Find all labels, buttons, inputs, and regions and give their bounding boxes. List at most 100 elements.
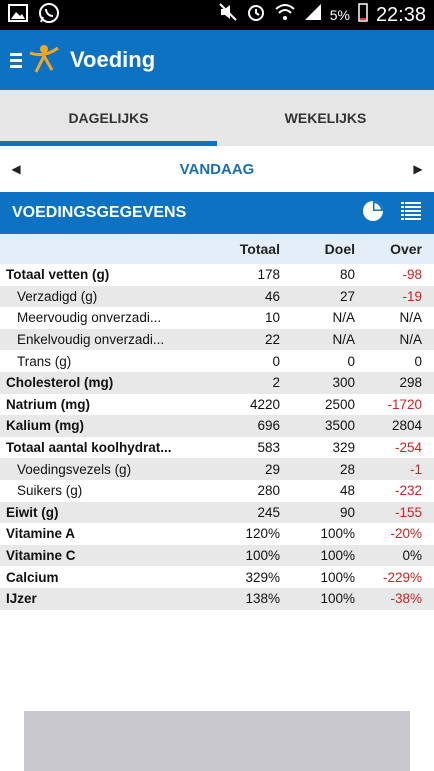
section-header: VOEDINGSGEGEVENS <box>0 192 434 234</box>
row-over: -254 <box>394 440 422 456</box>
row-name: Calcium <box>6 569 59 585</box>
row-over: 298 <box>399 375 422 391</box>
list-icon[interactable] <box>400 200 422 227</box>
row-name: Enkelvoudig onverzadi... <box>17 332 165 348</box>
table-row: Verzadigd (g) 46 27 -19 <box>0 285 434 308</box>
table-row: Eiwit (g) 245 90 -155 <box>0 501 434 524</box>
row-over: -232 <box>394 483 422 499</box>
row-goal: 90 <box>339 504 355 520</box>
row-goal: 100% <box>320 569 355 585</box>
row-total: 4220 <box>249 396 280 412</box>
row-over: 0 <box>414 353 422 369</box>
row-goal: 3500 <box>324 418 355 434</box>
pie-chart-icon[interactable] <box>362 200 384 227</box>
row-name: Vitamine C <box>6 548 76 564</box>
header-over: Over <box>390 241 422 257</box>
row-name: Totaal vetten (g) <box>6 267 110 283</box>
ad-banner[interactable] <box>24 711 410 771</box>
row-total: 0 <box>272 353 280 369</box>
row-name: Verzadigd (g) <box>17 288 98 304</box>
row-name: Kalium (mg) <box>6 418 85 434</box>
row-total: 2 <box>272 375 280 391</box>
row-over: -38% <box>390 591 422 607</box>
row-goal: N/A <box>332 310 355 326</box>
row-goal: 48 <box>339 483 355 499</box>
row-total: 245 <box>257 504 280 520</box>
row-over: N/A <box>399 310 422 326</box>
tab-daily[interactable]: DAGELIJKS <box>68 110 149 126</box>
app-bar: Voeding <box>0 30 434 90</box>
row-total: 29 <box>264 461 280 477</box>
row-goal: 27 <box>339 288 355 304</box>
row-total: 696 <box>257 418 280 434</box>
row-over: 0% <box>402 548 422 564</box>
table-row: Cholesterol (mg) 2 300 298 <box>0 371 434 394</box>
wifi-icon <box>274 3 296 27</box>
table-row: Natrium (mg) 4220 2500 -1720 <box>0 394 434 416</box>
table-row: Vitamine C 100% 100% 0% <box>0 544 434 567</box>
row-over: -98 <box>402 267 422 283</box>
row-name: Cholesterol (mg) <box>6 375 114 391</box>
row-name: Trans (g) <box>17 353 72 369</box>
row-name: Voedingsvezels (g) <box>17 461 132 477</box>
table-row: Vitamine A 120% 100% -20% <box>0 523 434 545</box>
battery-percent: 5% <box>329 7 350 23</box>
row-over: N/A <box>399 332 422 348</box>
row-name: Totaal aantal koolhydrat... <box>6 440 172 456</box>
row-total: 46 <box>264 288 280 304</box>
table-row: Totaal vetten (g) 178 80 -98 <box>0 264 434 286</box>
row-total: 280 <box>257 483 280 499</box>
tab-weekly[interactable]: WEKELIJKS <box>284 110 367 126</box>
row-name: Vitamine A <box>6 526 76 542</box>
header-goal: Doel <box>324 241 355 257</box>
row-total: 120% <box>245 526 280 542</box>
row-name: Natrium (mg) <box>6 396 90 412</box>
row-total: 22 <box>264 332 280 348</box>
app-title: Voeding <box>70 47 156 72</box>
table-row: Trans (g) 0 0 0 <box>0 350 434 372</box>
row-name: Meervoudig onverzadi... <box>17 310 162 326</box>
row-goal: 100% <box>320 548 355 564</box>
table-row: Enkelvoudig onverzadi... 22 N/A N/A <box>0 328 434 351</box>
row-goal: 28 <box>339 461 355 477</box>
table-row: Suikers (g) 280 48 -232 <box>0 480 434 502</box>
row-over: -229% <box>382 569 422 585</box>
table-row: Meervoudig onverzadi... 10 N/A N/A <box>0 307 434 329</box>
row-over: -1720 <box>387 396 422 412</box>
nutrition-table: Totaal vetten (g) 178 80 -98 Verzadigd (g) 4… <box>0 264 434 610</box>
row-over: -20% <box>390 526 422 542</box>
row-goal: 100% <box>320 591 355 607</box>
row-goal: 329 <box>332 440 355 456</box>
row-name: IJzer <box>6 591 37 607</box>
table-row: Voedingsvezels (g) 29 28 -1 <box>0 458 434 480</box>
battery-icon <box>358 2 368 28</box>
app-logo-icon[interactable] <box>26 40 70 81</box>
date-navigator: ◀ VANDAAG ▶ <box>0 148 434 190</box>
prev-arrow-icon[interactable]: ◀ <box>11 162 21 176</box>
menu-icon[interactable] <box>10 52 22 68</box>
table-row: Totaal aantal koolhydrat... 583 329 -254 <box>0 437 434 459</box>
row-goal: N/A <box>332 332 355 348</box>
active-tab-indicator <box>0 141 217 146</box>
date-label[interactable]: VANDAAG <box>179 160 255 178</box>
signal-icon <box>304 3 322 27</box>
whatsapp-icon <box>38 2 60 29</box>
next-arrow-icon[interactable]: ▶ <box>413 162 423 176</box>
row-goal: 0 <box>347 353 355 369</box>
row-name: Eiwit (g) <box>6 504 59 520</box>
clock: 22:38 <box>375 3 426 26</box>
row-goal: 80 <box>339 267 355 283</box>
row-goal: 100% <box>320 526 355 542</box>
row-over: -19 <box>402 288 422 304</box>
status-bar: 5% 22:38 <box>0 0 434 30</box>
table-row: IJzer 138% 100% -38% <box>0 587 434 610</box>
row-name: Suikers (g) <box>17 483 83 499</box>
alarm-icon <box>246 2 266 28</box>
section-title: VOEDINGSGEGEVENS <box>12 204 187 221</box>
row-total: 10 <box>264 310 280 326</box>
row-over: -155 <box>394 504 422 520</box>
table-row: Calcium 329% 100% -229% <box>0 566 434 588</box>
row-goal: 300 <box>332 375 355 391</box>
row-total: 329% <box>245 569 280 585</box>
row-total: 178 <box>257 267 280 283</box>
